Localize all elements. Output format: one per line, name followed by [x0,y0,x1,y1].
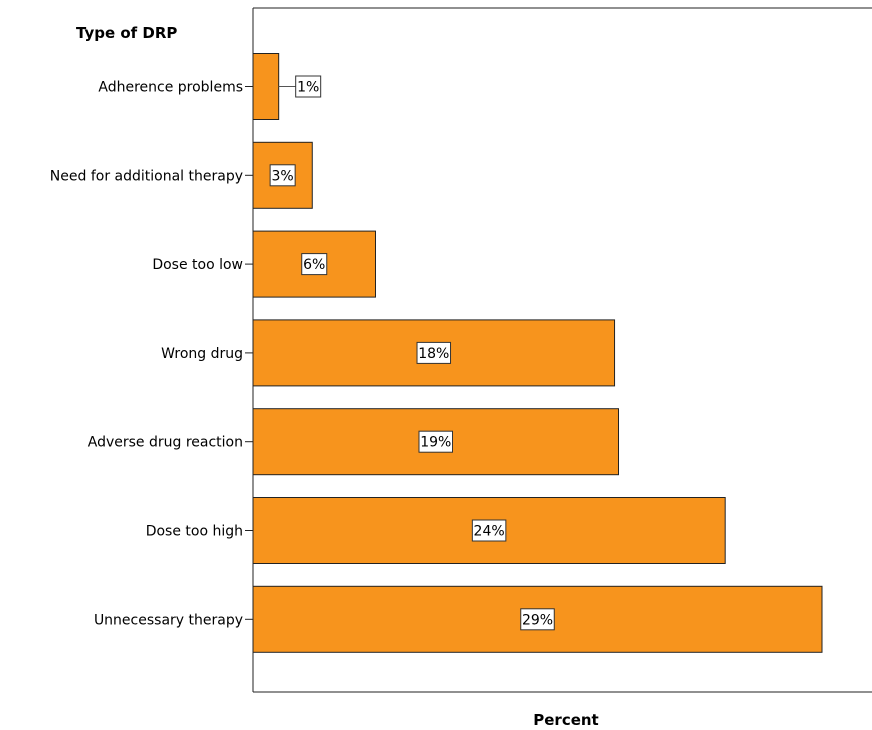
y-axis-title: Type of DRP [76,24,177,42]
plot-area: Adherence problems 1% Need for additional … [50,7,872,693]
data-label-box [301,253,328,276]
y-tick-label: Dose too low [152,257,243,273]
data-label: 29% [522,612,553,628]
y-tick-label: Adverse drug reaction [88,435,243,451]
data-label-box [416,341,452,364]
data-label-box [471,519,507,542]
data-label: 24% [474,524,505,540]
y-tick-label: Dose too high [146,524,243,540]
data-label: 1% [297,80,319,96]
y-tick-label: Need for additional therapy [50,168,243,184]
data-label-box [269,164,296,187]
data-label: 18% [418,346,449,362]
y-tick-label: Adherence problems [98,80,243,96]
bar [252,53,280,120]
data-label: 6% [303,257,325,273]
y-tick-label: Wrong drug [161,346,243,362]
data-label-box [295,75,322,98]
data-label: 3% [272,168,294,184]
data-label-box [520,608,555,631]
y-tick-label: Unnecessary therapy [94,612,243,628]
x-axis-title: Percent [533,711,598,729]
data-label: 19% [420,435,451,451]
data-label-box [418,430,454,453]
